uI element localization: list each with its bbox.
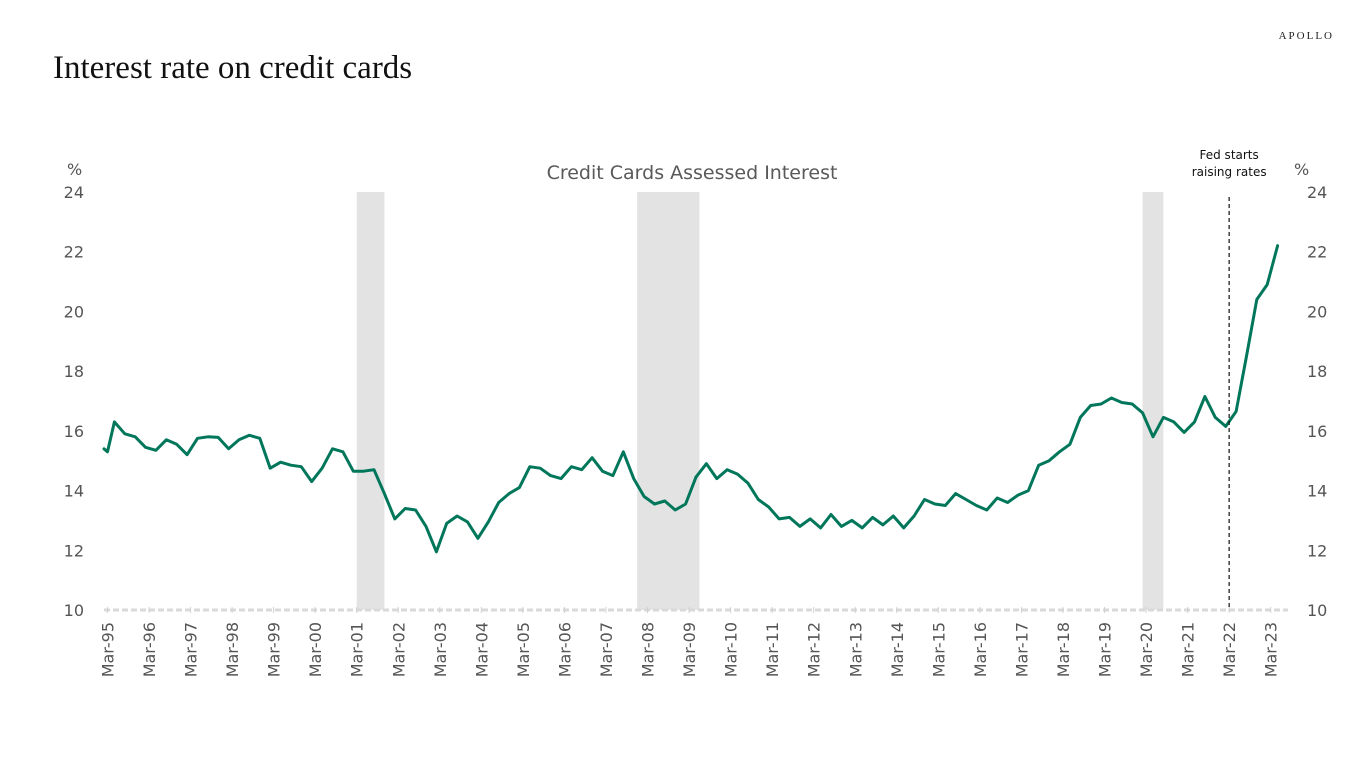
slide-title: Interest rate on credit cards (53, 50, 413, 86)
x-tick-label: Mar-12 (805, 622, 824, 677)
x-tick-label: Mar-96 (140, 622, 159, 677)
y-tick-label-right: 14 (1307, 482, 1327, 501)
y-tick-label-right: 12 (1307, 541, 1327, 560)
x-tick-label: Mar-20 (1137, 622, 1156, 677)
x-tick-label: Mar-10 (722, 622, 741, 677)
y-tick-label-left: 14 (64, 482, 84, 501)
x-tick-label: Mar-98 (223, 622, 242, 677)
x-tick-label: Mar-22 (1220, 622, 1239, 677)
y-tick-label-right: 20 (1307, 302, 1327, 321)
x-tick-label: Mar-95 (98, 622, 117, 677)
x-tick-label: Mar-08 (639, 622, 658, 677)
y-tick-label-left: 18 (64, 362, 84, 381)
y-tick-label-right: 16 (1307, 422, 1327, 441)
x-tick-label: Mar-99 (265, 622, 284, 677)
baseline-axis (104, 607, 1288, 613)
brand-logo-text: APOLLO (1278, 30, 1334, 42)
x-tick-label: Mar-14 (888, 622, 907, 677)
y-tick-label-right: 18 (1307, 362, 1327, 381)
fed-hike-annotation-text: Fed starts (1200, 148, 1259, 162)
chart-title: Credit Cards Assessed Interest (547, 162, 838, 184)
y-tick-label-right: 22 (1307, 243, 1327, 262)
annotation-layer: Fed starts raising rates (1192, 148, 1267, 610)
y-tick-label-right: 10 (1307, 601, 1327, 620)
y-axis-unit-right: % (1294, 160, 1309, 179)
recession-bands (356, 192, 1164, 610)
x-tick-label: Mar-13 (846, 622, 865, 677)
x-tick-label: Mar-17 (1012, 622, 1031, 677)
x-tick-label: Mar-97 (182, 622, 201, 677)
recession-band (637, 192, 700, 610)
x-tick-label: Mar-15 (929, 622, 948, 677)
x-tick-label: Mar-21 (1179, 622, 1198, 677)
y-tick-label-left: 16 (64, 422, 84, 441)
x-tick-label: Mar-16 (971, 622, 990, 677)
x-tick-label: Mar-02 (389, 622, 408, 677)
y-axis-unit-left: % (67, 160, 82, 179)
y-tick-label-left: 24 (64, 183, 84, 202)
x-tick-label: Mar-01 (348, 622, 367, 677)
x-tick-label: Mar-03 (431, 622, 450, 677)
x-tick-label: Mar-05 (514, 622, 533, 677)
x-tick-label: Mar-09 (680, 622, 699, 677)
y-tick-label-left: 10 (64, 601, 84, 620)
x-tick-label: Mar-06 (555, 622, 574, 677)
x-tick-label: Mar-18 (1054, 622, 1073, 677)
x-tick-label: Mar-07 (597, 622, 616, 677)
y-tick-label-right: 24 (1307, 183, 1327, 202)
credit-card-rate-line (102, 244, 1280, 554)
series-layer (102, 244, 1280, 554)
recession-band (356, 192, 385, 610)
y-tick-label-left: 12 (64, 541, 84, 560)
x-tick-label: Mar-19 (1096, 622, 1115, 677)
axis-labels: 10 10 12 12 14 14 16 16 18 18 20 20 22 22 24 24 Mar-95 Ma… (64, 183, 1328, 677)
recession-band (1142, 192, 1164, 610)
x-tick-label: Mar-04 (472, 622, 491, 677)
x-tick-label: Mar-23 (1262, 622, 1281, 677)
y-tick-label-left: 22 (64, 243, 84, 262)
x-tick-label: Mar-00 (306, 622, 325, 677)
x-tick-label: Mar-11 (763, 622, 782, 677)
y-tick-label-left: 20 (64, 302, 84, 321)
fed-hike-annotation-text: raising rates (1192, 165, 1267, 179)
